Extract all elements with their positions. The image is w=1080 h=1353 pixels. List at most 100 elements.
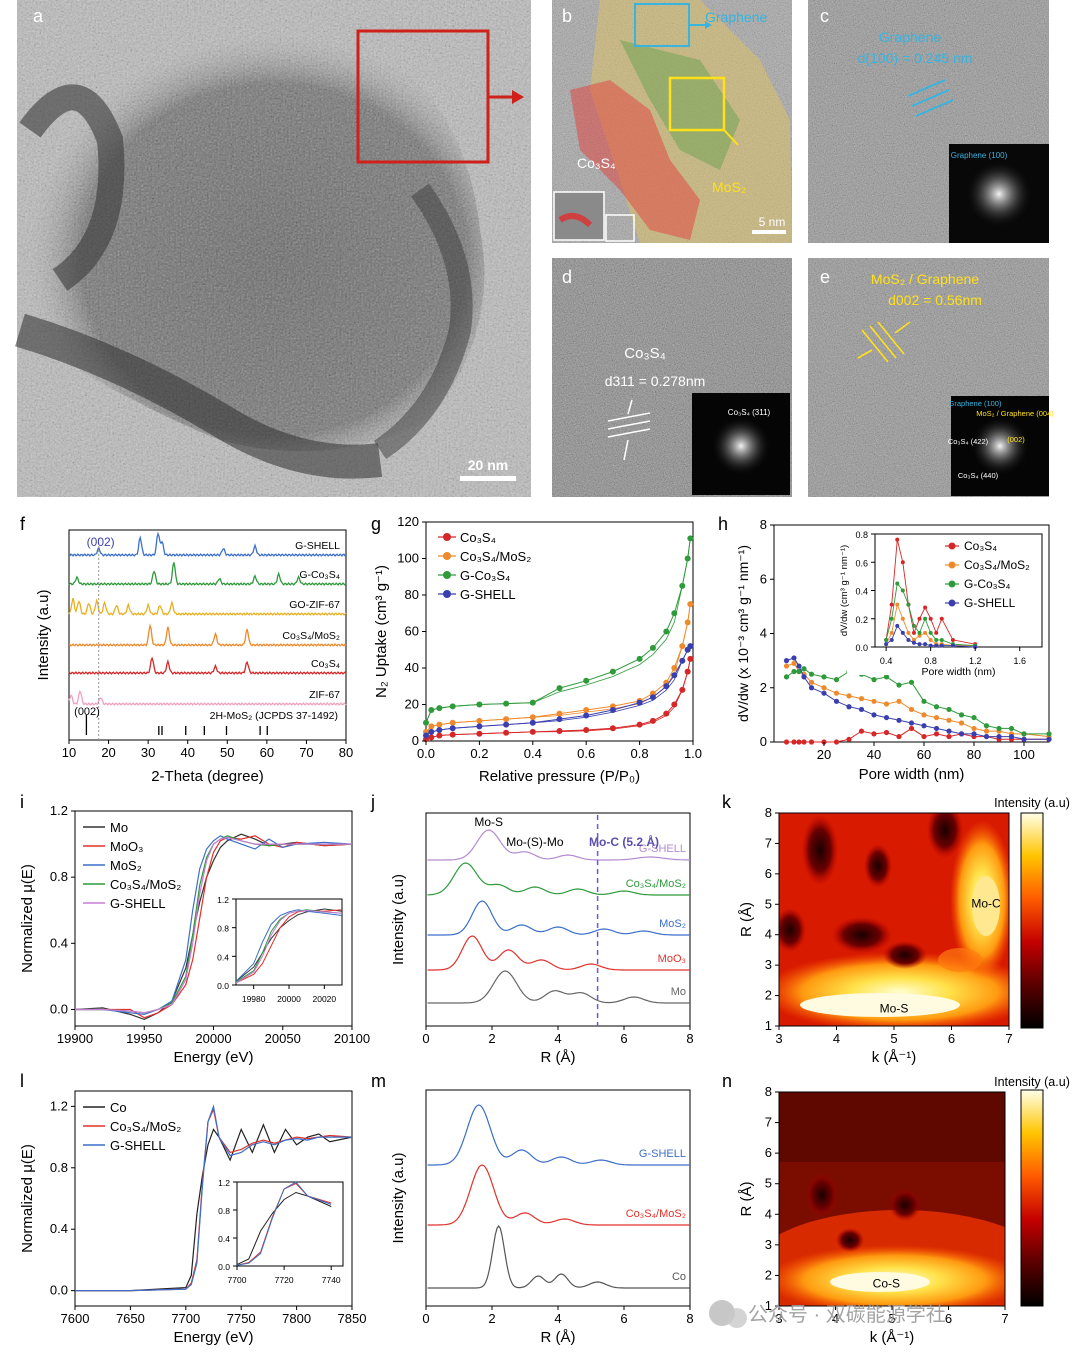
legend-label: Co (110, 1100, 127, 1115)
pore-point (871, 698, 877, 704)
x-axis-label: R (Å) (541, 1049, 576, 1066)
chart-m-xtick-label: 4 (554, 1311, 561, 1326)
isotherm-point (671, 610, 678, 617)
series-label: G-SHELL (639, 843, 686, 855)
chart-k-xtick-label: 3 (775, 1031, 782, 1046)
inset-point (895, 602, 900, 607)
panel-label-h: h (718, 514, 728, 534)
pore-point (883, 701, 890, 707)
isotherm-point (636, 721, 643, 728)
xrd-series-line (68, 531, 347, 557)
legend-label: G-SHELL (110, 1138, 166, 1153)
pore-point (983, 728, 990, 734)
isotherm-point (449, 719, 456, 726)
chart-k-ytick-label: 2 (765, 988, 772, 1003)
label-mos2: MoS₂ (712, 179, 746, 195)
isotherm-point (476, 730, 483, 737)
chart-g-ytick-label: 100 (397, 551, 419, 566)
y-axis-label: Intensity (a.u) (390, 1153, 407, 1244)
chart-i-xtick-label: 20100 (334, 1031, 370, 1046)
colorbar (1020, 812, 1044, 1029)
pore-point (1046, 731, 1052, 737)
d-spacing-label: d311 = 0.278nm (605, 373, 706, 389)
legend-marker (948, 561, 956, 569)
colorbar-label: Intensity (a.u) (994, 796, 1070, 810)
pore-point (846, 693, 852, 699)
legend-marker (443, 590, 451, 598)
chart-m-xtick-label: 6 (620, 1311, 627, 1326)
chart-i-xtick-label: 20000 (195, 1031, 231, 1046)
pore-point (846, 704, 852, 710)
chart-h-inset-ytick-label: 0.8 (855, 530, 868, 540)
chart-l-inset-ytick-label: 0.0 (218, 1262, 230, 1272)
chart-j-xtick-label: 0 (422, 1031, 429, 1046)
scale-bar-label: 5 nm (759, 215, 786, 229)
isotherm-point (556, 716, 563, 723)
pore-point (971, 714, 977, 721)
isotherm-point (583, 727, 590, 734)
annotation-mo-s: Mo-S (880, 1001, 909, 1015)
chart-i-inset-xtick-label: 19980 (242, 994, 266, 1004)
chart-g-ytick-label: 80 (405, 587, 419, 602)
fft-label: Graphene (100) (949, 399, 1002, 408)
isotherm-point (636, 655, 643, 662)
pore-point (833, 698, 840, 704)
label-co3s4: Co₃S₄ (624, 345, 665, 362)
tem-panel-a: 20 nm a (15, 0, 531, 497)
tem-panel-e: MoS₂ / Graphene d002 = 0.56nm Graphene (… (808, 258, 1054, 497)
chart-h-xtick-label: 60 (917, 747, 931, 762)
chart-f-xtick-label: 80 (339, 745, 353, 760)
annotation-reference: 2H-MoS₂ (JCPDS 37-1492) (210, 710, 338, 722)
inset-point (923, 616, 928, 621)
inset-point (911, 630, 916, 635)
inset-point (895, 623, 900, 628)
isotherm-point (687, 535, 694, 542)
colorbar (1020, 1089, 1044, 1307)
inset-point (917, 630, 922, 635)
fft-label: Graphene (100) (951, 151, 1008, 160)
pore-point (871, 712, 877, 718)
panel-label-b: b (562, 6, 572, 26)
inset-y-axis-label: dV/dw (cm³ g⁻¹ nm⁻¹) (839, 545, 850, 636)
series-label: Co₃S₄/MoS₂ (626, 1208, 686, 1220)
inset-point (900, 560, 905, 565)
chart-i-inset-ytick-label: 1.2 (217, 895, 229, 905)
chart-g-xtick-label: 0.0 (417, 746, 435, 761)
pore-point (796, 739, 802, 745)
isotherm-point (529, 719, 536, 726)
annotation-co-s: Co-S (873, 1277, 900, 1291)
pore-point (801, 739, 807, 745)
chart-h-xtick-label: 100 (1013, 747, 1035, 762)
isotherm-point (649, 694, 656, 701)
chart-h-inset-xtick-label: 0.4 (880, 656, 893, 666)
label-co3s4: Co₃S₄ (577, 155, 616, 171)
pore-point (833, 690, 840, 696)
isotherm-point (436, 705, 443, 712)
isotherm-point (609, 725, 616, 732)
series-label: G-Co₃S₄ (299, 569, 340, 581)
chart-g-ytick-label: 40 (405, 660, 419, 675)
isotherm-point (609, 668, 616, 675)
y-axis-label: N₂ Uptake (cm³ g⁻¹) (373, 565, 390, 698)
chart-g-xtick-label: 0.6 (577, 746, 595, 761)
inset-x-axis-label: Pore width (nm) (921, 666, 995, 678)
chart-f-frame (68, 529, 347, 741)
pore-point (801, 674, 807, 680)
isotherm-point (428, 734, 435, 741)
legend-label: MoO₃ (110, 839, 143, 854)
panel-label-l: l (20, 1071, 24, 1091)
legend-label: G-Co₃S₄ (460, 568, 510, 583)
isotherm-point (679, 686, 686, 693)
legend-label: G-SHELL (110, 896, 166, 911)
chart-i-xtick-label: 19900 (57, 1031, 93, 1046)
y-axis-label: Intensity (a.u) (390, 874, 407, 965)
chart-g-xtick-label: 0.4 (524, 746, 542, 761)
isotherm-point (684, 668, 691, 675)
chart-j-xtick-label: 4 (554, 1031, 561, 1046)
exafs-line (427, 1104, 690, 1166)
isotherm-point (503, 716, 510, 723)
legend-label: Co₃S₄/MoS₂ (110, 877, 181, 892)
series-label: ZIF-67 (309, 689, 340, 701)
panel-label-f: f (20, 514, 26, 534)
panel-label-i: i (20, 792, 24, 812)
